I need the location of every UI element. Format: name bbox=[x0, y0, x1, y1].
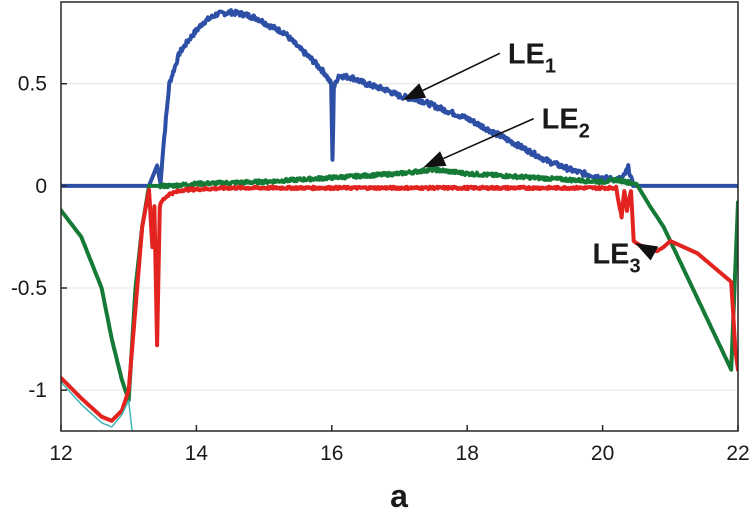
y-tick-label: 0.5 bbox=[18, 73, 47, 96]
annotation-label: LE2 bbox=[542, 104, 590, 143]
annotation-label-main: LE bbox=[592, 238, 629, 270]
x-axis-label: a bbox=[390, 478, 408, 514]
annotation-le1: LE1 bbox=[402, 38, 556, 101]
y-tick-label: -1 bbox=[28, 379, 47, 402]
series-le4-line bbox=[61, 381, 133, 431]
y-tick-label: -0.5 bbox=[11, 277, 47, 300]
annotation-arrow bbox=[442, 117, 534, 160]
series-le3-line bbox=[61, 184, 738, 423]
x-tick-label: 22 bbox=[726, 442, 749, 465]
x-tick-label: 12 bbox=[49, 442, 72, 465]
annotation-label-main: LE bbox=[508, 38, 545, 70]
annotation-le2: LE2 bbox=[423, 104, 590, 168]
annotation-arrowhead bbox=[402, 83, 427, 101]
series-lines bbox=[61, 8, 738, 431]
annotation-le3: LE3 bbox=[592, 238, 659, 277]
annotation-label: LE1 bbox=[508, 38, 556, 77]
x-axis-ticks: 12 14 16 18 20 22 bbox=[49, 425, 750, 465]
x-tick-label: 16 bbox=[320, 442, 343, 465]
plot-frame bbox=[60, 1, 739, 432]
annotation-label: LE3 bbox=[592, 238, 640, 277]
annotation-arrowhead bbox=[635, 243, 659, 261]
x-tick-label: 18 bbox=[456, 442, 479, 465]
series-le2-line bbox=[61, 166, 738, 403]
annotation-label-subscript: 1 bbox=[545, 55, 556, 77]
y-axis-ticks: 0.5 0 -0.5 -1 bbox=[11, 73, 67, 402]
annotation-label-subscript: 3 bbox=[630, 255, 641, 277]
x-tick-label: 20 bbox=[591, 442, 614, 465]
annotation-arrowhead bbox=[423, 151, 447, 168]
annotation-label-subscript: 2 bbox=[579, 121, 590, 143]
y-tick-label: 0 bbox=[35, 175, 47, 198]
annotation-arrow bbox=[422, 52, 501, 92]
series-le1-line bbox=[61, 8, 738, 188]
annotation-label-main: LE bbox=[542, 104, 579, 136]
x-tick-label: 14 bbox=[185, 442, 209, 465]
